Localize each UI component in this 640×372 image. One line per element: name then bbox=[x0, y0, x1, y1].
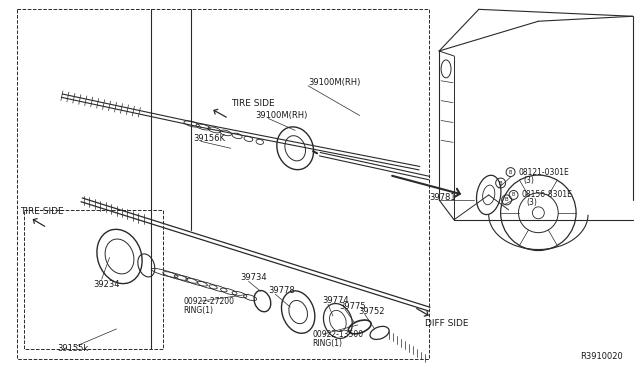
Text: 08156-8301E: 08156-8301E bbox=[522, 190, 572, 199]
Text: 39774: 39774 bbox=[322, 296, 349, 305]
Bar bbox=[24, 210, 163, 349]
Text: TIRE SIDE: TIRE SIDE bbox=[20, 207, 64, 216]
Text: TIRE SIDE: TIRE SIDE bbox=[230, 99, 275, 108]
Text: (3): (3) bbox=[527, 198, 538, 207]
Text: DIFF SIDE: DIFF SIDE bbox=[425, 320, 468, 328]
Text: RING(1): RING(1) bbox=[183, 305, 213, 315]
Text: 00922-13500: 00922-13500 bbox=[312, 330, 363, 339]
Text: 39100M(RH): 39100M(RH) bbox=[255, 111, 308, 120]
Text: 08121-0301E: 08121-0301E bbox=[518, 168, 569, 177]
Text: B: B bbox=[512, 192, 515, 198]
Text: 39778: 39778 bbox=[268, 286, 295, 295]
Text: RING(1): RING(1) bbox=[312, 339, 342, 348]
Text: (3): (3) bbox=[524, 176, 534, 185]
Text: B: B bbox=[505, 198, 508, 202]
Text: 39155k: 39155k bbox=[57, 344, 88, 353]
Text: 39775: 39775 bbox=[339, 302, 365, 311]
Text: 39781: 39781 bbox=[429, 193, 456, 202]
Text: 39234: 39234 bbox=[93, 280, 120, 289]
Bar bbox=[17, 9, 429, 359]
Text: 39156K: 39156K bbox=[193, 134, 225, 143]
Text: B: B bbox=[509, 170, 512, 174]
Text: 39752: 39752 bbox=[358, 307, 385, 315]
Text: 39100M(RH): 39100M(RH) bbox=[308, 78, 360, 87]
Text: R3910020: R3910020 bbox=[580, 352, 623, 361]
Text: 00922-27200: 00922-27200 bbox=[183, 296, 234, 306]
Text: B: B bbox=[499, 180, 502, 186]
Text: 39734: 39734 bbox=[241, 273, 268, 282]
